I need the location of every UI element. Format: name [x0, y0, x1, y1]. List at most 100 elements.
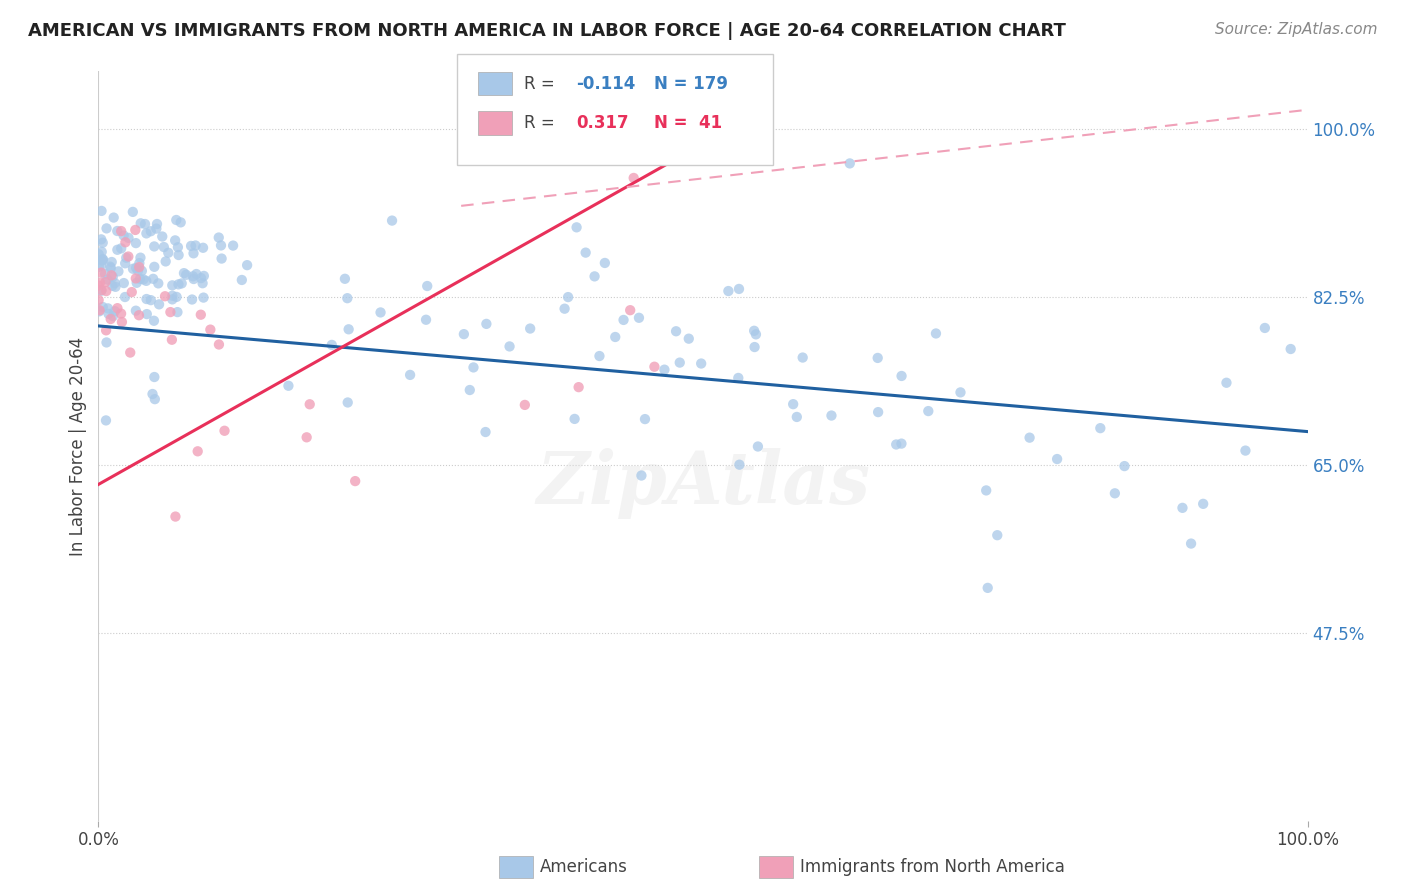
Point: [191, 277, 214, 291]
Point: [157, 245, 180, 260]
Text: AMERICAN VS IMMIGRANTS FROM NORTH AMERICA IN LABOR FORCE | AGE 20-64 CORRELATION: AMERICAN VS IMMIGRANTS FROM NORTH AMERIC…: [28, 22, 1066, 40]
Point: [87, 260, 110, 274]
Point: [90, 266, 112, 280]
Point: [782, 397, 804, 411]
Point: [91, 300, 114, 314]
Point: [184, 238, 207, 252]
Point: [139, 293, 162, 307]
Point: [110, 241, 132, 255]
Point: [128, 308, 150, 322]
Point: [174, 268, 197, 282]
Point: [165, 213, 187, 227]
Point: [114, 256, 136, 270]
Point: [564, 412, 586, 426]
Point: [222, 238, 245, 252]
Point: [120, 345, 142, 359]
Point: [166, 305, 188, 319]
Point: [884, 437, 907, 451]
Point: [107, 301, 129, 315]
Point: [128, 260, 150, 274]
Point: [117, 250, 139, 264]
Point: [153, 289, 176, 303]
Point: [321, 338, 343, 352]
Point: [183, 272, 205, 286]
Point: [1046, 452, 1069, 467]
Text: Immigrants from North America: Immigrants from North America: [800, 858, 1064, 876]
Point: [159, 305, 181, 319]
Point: [100, 255, 122, 269]
Point: [150, 229, 173, 244]
Point: [143, 239, 166, 253]
Point: [1171, 500, 1194, 515]
Text: N =  41: N = 41: [654, 114, 721, 132]
Point: [453, 327, 475, 342]
Point: [167, 248, 190, 262]
Point: [94, 267, 117, 281]
Point: [513, 398, 536, 412]
Point: [925, 326, 948, 341]
Point: [974, 483, 997, 498]
Point: [838, 156, 860, 170]
Point: [134, 217, 156, 231]
Point: [129, 272, 152, 286]
Point: [112, 276, 135, 290]
Point: [166, 290, 188, 304]
Point: [104, 280, 127, 294]
Point: [1090, 421, 1112, 435]
Point: [143, 260, 166, 274]
Point: [727, 371, 749, 385]
Point: [193, 268, 215, 283]
Point: [97, 307, 120, 321]
Point: [415, 312, 437, 326]
Point: [110, 307, 132, 321]
Point: [127, 264, 149, 278]
Point: [170, 215, 193, 229]
Point: [103, 211, 125, 225]
Point: [91, 235, 114, 250]
Point: [214, 424, 236, 438]
Point: [190, 271, 212, 285]
Point: [90, 283, 112, 297]
Point: [117, 231, 139, 245]
Point: [87, 247, 110, 261]
Point: [153, 240, 176, 254]
Point: [114, 290, 136, 304]
Point: [94, 413, 117, 427]
Point: [575, 245, 598, 260]
Point: [820, 409, 842, 423]
Point: [498, 339, 520, 353]
Point: [744, 340, 766, 354]
Point: [630, 468, 652, 483]
Point: [678, 332, 700, 346]
Point: [458, 383, 481, 397]
Point: [139, 224, 162, 238]
Point: [208, 337, 231, 351]
Point: [298, 397, 321, 411]
Point: [568, 380, 591, 394]
Point: [89, 304, 111, 318]
Point: [786, 409, 808, 424]
Point: [94, 323, 117, 337]
Point: [337, 322, 360, 336]
Point: [745, 327, 768, 342]
Point: [104, 304, 127, 318]
Point: [129, 251, 152, 265]
Point: [112, 228, 135, 243]
Point: [148, 277, 170, 291]
Point: [96, 335, 118, 350]
Point: [370, 305, 392, 319]
Point: [728, 282, 751, 296]
Point: [98, 260, 121, 274]
Point: [193, 291, 215, 305]
Point: [91, 253, 114, 268]
Point: [107, 264, 129, 278]
Point: [1215, 376, 1237, 390]
Point: [162, 293, 184, 307]
Point: [91, 252, 114, 267]
Point: [593, 256, 616, 270]
Point: [91, 252, 114, 267]
Point: [181, 293, 204, 307]
Point: [236, 258, 259, 272]
Text: Source: ZipAtlas.com: Source: ZipAtlas.com: [1215, 22, 1378, 37]
Point: [165, 233, 187, 247]
